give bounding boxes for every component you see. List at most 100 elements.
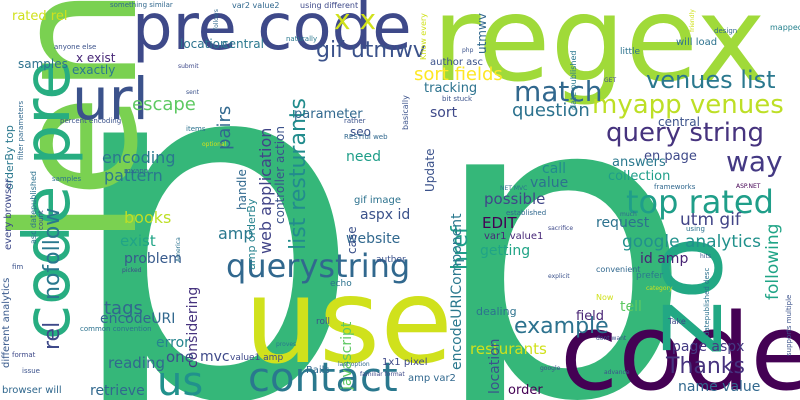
word: familiar format [360,371,405,378]
word: google analytics [622,232,761,252]
word: error [156,335,190,351]
word: every browser [3,178,14,250]
word: location [487,338,503,394]
word: location [180,37,228,51]
word: exist [120,232,156,250]
word: count [37,210,45,230]
word: asc datepublished [29,171,38,244]
word: value [530,175,569,191]
word: using [686,225,705,233]
word: retrieve [90,383,145,399]
word: author asc [430,57,483,68]
word: encodeURIComponent [449,213,465,370]
word: bit stuck [442,95,473,103]
word: sacrifice [548,225,574,232]
word: getting [480,243,531,259]
word: considering [185,286,201,368]
word: author [376,255,406,265]
word: name value [678,379,761,395]
word: possible [484,190,546,208]
word: question [512,100,590,121]
word: Rails [306,365,330,376]
word: little [620,47,641,57]
word: prefer [636,271,664,281]
word: reading [108,354,165,372]
word: match [514,75,603,108]
word: last option [338,361,370,368]
word: Know every [419,13,428,60]
word: example [514,314,609,339]
word: contact [248,355,398,400]
word: gif utmwv [316,38,426,63]
word: established [506,209,547,217]
word: Thanks [666,354,746,379]
word: books [124,208,172,227]
word: sort fields [414,64,503,85]
word: something similar [110,1,173,9]
word: much [620,211,637,218]
word: id amp [640,251,689,267]
word: encoding [102,148,176,167]
word: sort [430,105,458,121]
word: central [222,37,264,51]
word: utm gif [680,210,741,230]
word: field [576,309,605,324]
word: web application [256,127,275,254]
word: javascript [339,321,355,390]
word: naturally [286,35,318,43]
word: GET [604,77,617,84]
word: proves [276,341,297,348]
word: America [175,237,182,262]
word: dealing [476,305,517,318]
word: format [12,351,36,359]
word: order [508,383,543,398]
word: anyone else [54,43,97,51]
word: website [346,231,401,247]
word: percent encoding [60,117,122,125]
word: samples [52,175,82,183]
word: regex [432,0,766,108]
word: browser will [2,385,62,396]
word: querystring [226,247,411,285]
word: frameworks [654,183,696,191]
word: myapp venues [592,90,784,120]
word: page aspx [672,339,745,355]
word: venues list [646,66,776,94]
word: will load [676,37,718,48]
word: use [244,252,453,390]
word: var1 value1 [484,231,544,242]
word: php [462,47,474,54]
word: optional [202,141,227,148]
word: google [540,365,561,372]
word: escape [132,94,196,115]
word: rated rel [12,9,68,24]
word: value1 amp [230,353,284,363]
word: NET MVC [500,185,528,192]
word: central [658,115,700,129]
word: issue [22,367,40,375]
word: amp orderBy [245,198,258,270]
word: friendly [689,9,696,32]
word: ASP.NET [736,183,761,190]
word: filter parameters [17,100,25,160]
word: date published [569,50,578,111]
word: convenient [596,265,641,274]
word: gif image [354,195,401,206]
word: echo [330,279,352,289]
word: using different [300,1,359,10]
word: code [560,291,800,400]
word: basically [401,95,410,130]
word: x x [334,3,377,36]
word: supports multiple [785,294,793,356]
word: controller action [273,126,287,224]
word: amp [218,224,254,243]
word: exactly [72,63,116,77]
word: tell [620,299,642,315]
word: pattern [104,166,163,185]
word: items [186,125,206,133]
word: var2 value2 [232,1,280,10]
word: dont want [596,335,627,342]
word: advance [604,369,630,376]
word: hits [700,253,711,260]
